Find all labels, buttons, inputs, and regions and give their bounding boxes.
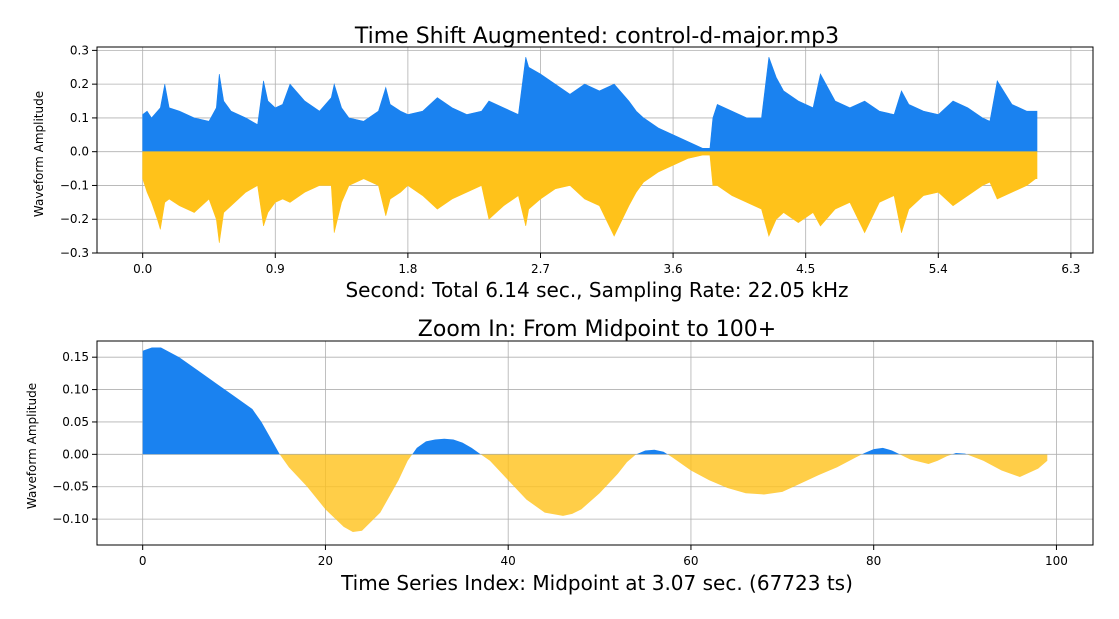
positive-amplitude-area [142, 57, 1038, 152]
x-tick-label: 5.4 [929, 262, 948, 276]
negative-amplitude-area [142, 151, 1038, 243]
x-tick-label: 4.5 [796, 262, 815, 276]
x-tick-label: 2.7 [531, 262, 550, 276]
x-tick-label: 40 [501, 554, 516, 568]
y-tick-label: −0.1 [60, 178, 89, 192]
top-y-axis-label: Waveform Amplitude [32, 91, 46, 217]
bottom-x-axis-label: Time Series Index: Midpoint at 3.07 sec.… [340, 571, 853, 595]
y-tick-label: 0.0 [70, 145, 89, 159]
y-tick-label: 0.1 [70, 111, 89, 125]
y-tick-label: −0.2 [60, 212, 89, 226]
waveform-panel: Time Shift Augmented: control-d-major.mp… [32, 24, 1094, 302]
top-waveform-area [142, 57, 1038, 243]
y-tick-label: −0.05 [52, 480, 89, 494]
x-tick-label: 0.0 [133, 262, 152, 276]
zoom-panel: Zoom In: From Midpoint to 100+ 0 20 40 60 80… [25, 317, 1094, 595]
x-tick-label: 0 [139, 554, 147, 568]
y-tick-label: 0.15 [62, 350, 89, 364]
top-plot-frame [96, 46, 1094, 254]
y-tick-label: −0.3 [60, 246, 89, 260]
positive-amplitude-area [142, 347, 1048, 455]
y-tick-label: 0.3 [70, 43, 89, 57]
bottom-y-axis-label: Waveform Amplitude [25, 383, 39, 509]
bottom-chart-title: Zoom In: From Midpoint to 100+ [418, 317, 776, 342]
y-tick-label: 0.10 [62, 383, 89, 397]
x-tick-label: 0.9 [266, 262, 285, 276]
y-tick-label: −0.10 [52, 512, 89, 526]
x-tick-label: 80 [866, 554, 881, 568]
y-tick-label: 0.2 [70, 77, 89, 91]
x-tick-label: 20 [318, 554, 333, 568]
y-tick-label: 0.05 [62, 415, 89, 429]
y-tick-label: 0.00 [62, 447, 89, 461]
bottom-waveform-area [142, 347, 1048, 533]
x-tick-label: 6.3 [1061, 262, 1080, 276]
x-tick-label: 1.8 [398, 262, 417, 276]
top-ticks: 0.0 0.9 1.8 2.7 3.6 4.5 5.4 6.3 −0.3 −0.2 −0.1 0.0 0… [60, 43, 1081, 276]
bottom-ticks: 0 20 40 60 80 100 −0.10 −0.05 0.00 0.05 0.10 0.15 [52, 350, 1068, 568]
bottom-plot-frame [96, 340, 1094, 546]
x-tick-label: 100 [1045, 554, 1068, 568]
negative-amplitude-area [279, 454, 1048, 533]
top-chart-title: Time Shift Augmented: control-d-major.mp… [354, 24, 839, 49]
top-x-axis-label: Second: Total 6.14 sec., Sampling Rate: … [345, 278, 848, 302]
x-tick-label: 3.6 [664, 262, 683, 276]
x-tick-label: 60 [683, 554, 698, 568]
